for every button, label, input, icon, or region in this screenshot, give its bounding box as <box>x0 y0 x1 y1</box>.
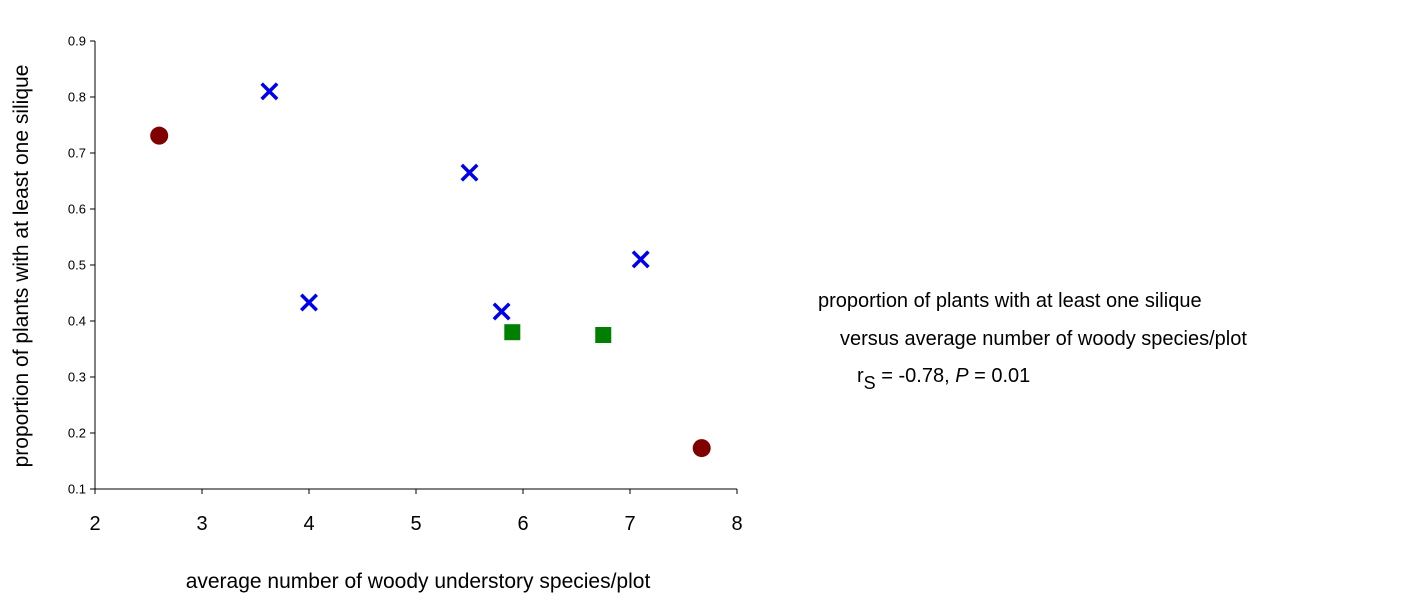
y-axis-title: proportion of plants with at least one s… <box>10 65 33 468</box>
y-tick-label: 0.6 <box>68 202 86 217</box>
x-tick-label: 6 <box>517 513 528 535</box>
stat-subscript: S <box>863 373 876 393</box>
x-tick-label: 2 <box>89 513 100 535</box>
x-tick-label: 5 <box>410 513 421 535</box>
data-point-square <box>595 327 612 343</box>
data-point-circle <box>150 126 169 145</box>
x-marker-stroke <box>631 250 650 269</box>
data-point-circle <box>692 439 711 458</box>
data-point-square <box>504 324 521 341</box>
y-tick-label: 0.9 <box>68 34 86 49</box>
axes: 0.1 0.2 0.3 0.4 0.5 0.6 0.7 0.8 0.9 2 3 4 5 6 7 8 <box>68 34 743 536</box>
y-tick-label: 0.8 <box>68 90 86 105</box>
stat-p-value: = 0.01 <box>968 365 1031 387</box>
x-tick-label: 4 <box>303 513 314 535</box>
y-tick-label: 0.4 <box>68 314 86 329</box>
data-point-x <box>260 82 279 101</box>
data-point-x <box>300 293 318 312</box>
x-tick-label: 3 <box>196 513 207 535</box>
y-tick-label: 0.1 <box>68 482 86 497</box>
annotation-line-1: proportion of plants with at least one s… <box>818 290 1202 312</box>
data-point-x <box>492 302 511 321</box>
x-marker-stroke <box>492 302 511 321</box>
x-axis-title: average number of woody understory speci… <box>186 570 651 593</box>
y-tick-label: 0.3 <box>68 370 86 385</box>
stat-p: P <box>955 365 969 387</box>
x-marker-stroke <box>300 293 318 312</box>
data-point-x <box>631 250 650 269</box>
x-tick-label: 8 <box>731 513 742 535</box>
stat-eq: = -0.78, <box>875 365 956 387</box>
x-marker-stroke <box>460 163 479 182</box>
data-points <box>150 82 711 458</box>
y-tick-label: 0.2 <box>68 426 86 441</box>
y-tick-label: 0.7 <box>68 146 86 161</box>
x-marker-stroke <box>260 82 279 101</box>
data-point-x <box>460 163 479 182</box>
x-tick-label: 7 <box>624 513 635 535</box>
stat-r: r <box>857 365 864 387</box>
annotation-line-2: versus average number of woody species/p… <box>840 328 1247 350</box>
y-tick-label: 0.5 <box>68 258 86 273</box>
annotation-stat: rS = -0.78, P = 0.01 <box>857 365 1031 392</box>
